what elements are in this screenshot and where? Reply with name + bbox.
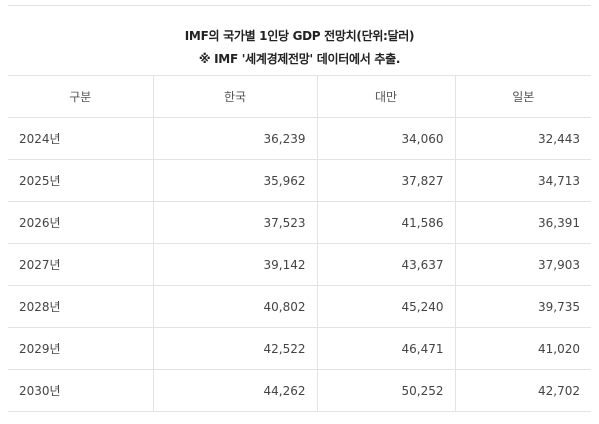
korea-value: 40,802 [152,285,318,328]
taiwan-value: 34,060 [316,117,456,160]
table-row: 2026년 37,523 41,586 36,391 [8,201,591,244]
japan-value: 32,443 [454,117,591,160]
taiwan-value: 45,240 [316,285,456,328]
table-row: 2025년 35,962 37,827 34,713 [8,159,591,202]
korea-value: 42,522 [152,327,318,370]
japan-value: 34,713 [454,159,591,202]
taiwan-value: 50,252 [316,369,456,412]
source-note: ※ IMF '세계경제전망' 데이터에서 추출. [198,52,401,66]
table-row: 2030년 44,262 50,252 42,702 [8,369,591,412]
year-cell: 2029년 [8,327,154,370]
table-row: 2027년 39,142 43,637 37,903 [8,243,591,286]
year-cell: 2027년 [8,243,154,286]
header-japan: 일본 [454,75,591,118]
header-taiwan: 대만 [316,75,456,118]
japan-value: 42,702 [454,369,591,412]
taiwan-value: 37,827 [316,159,456,202]
table-row: 2029년 42,522 46,471 41,020 [8,327,591,370]
korea-value: 37,523 [152,201,318,244]
table-row: 2024년 36,239 34,060 32,443 [8,117,591,160]
year-cell: 2028년 [8,285,154,328]
korea-value: 35,962 [152,159,318,202]
japan-value: 41,020 [454,327,591,370]
taiwan-value: 41,586 [316,201,456,244]
year-cell: 2030년 [8,369,154,412]
table-row: 2028년 40,802 45,240 39,735 [8,285,591,328]
korea-value: 39,142 [152,243,318,286]
korea-value: 44,262 [152,369,318,412]
header-row: 구분 한국 대만 일본 [8,75,591,118]
japan-value: 39,735 [454,285,591,328]
table-title: IMF의 국가별 1인당 GDP 전망치(단위:달러) [184,29,415,43]
taiwan-value: 43,637 [316,243,456,286]
korea-value: 36,239 [152,117,318,160]
japan-value: 37,903 [454,243,591,286]
year-cell: 2024년 [8,117,154,160]
year-cell: 2026년 [8,201,154,244]
table-caption: IMF의 국가별 1인당 GDP 전망치(단위:달러) ※ IMF '세계경제전… [8,5,591,75]
header-category: 구분 [8,75,154,118]
header-korea: 한국 [152,75,318,118]
gdp-forecast-table: 구분 한국 대만 일본 2024년 36,239 34,060 32,443 2… [8,75,591,412]
year-cell: 2025년 [8,159,154,202]
taiwan-value: 46,471 [316,327,456,370]
japan-value: 36,391 [454,201,591,244]
